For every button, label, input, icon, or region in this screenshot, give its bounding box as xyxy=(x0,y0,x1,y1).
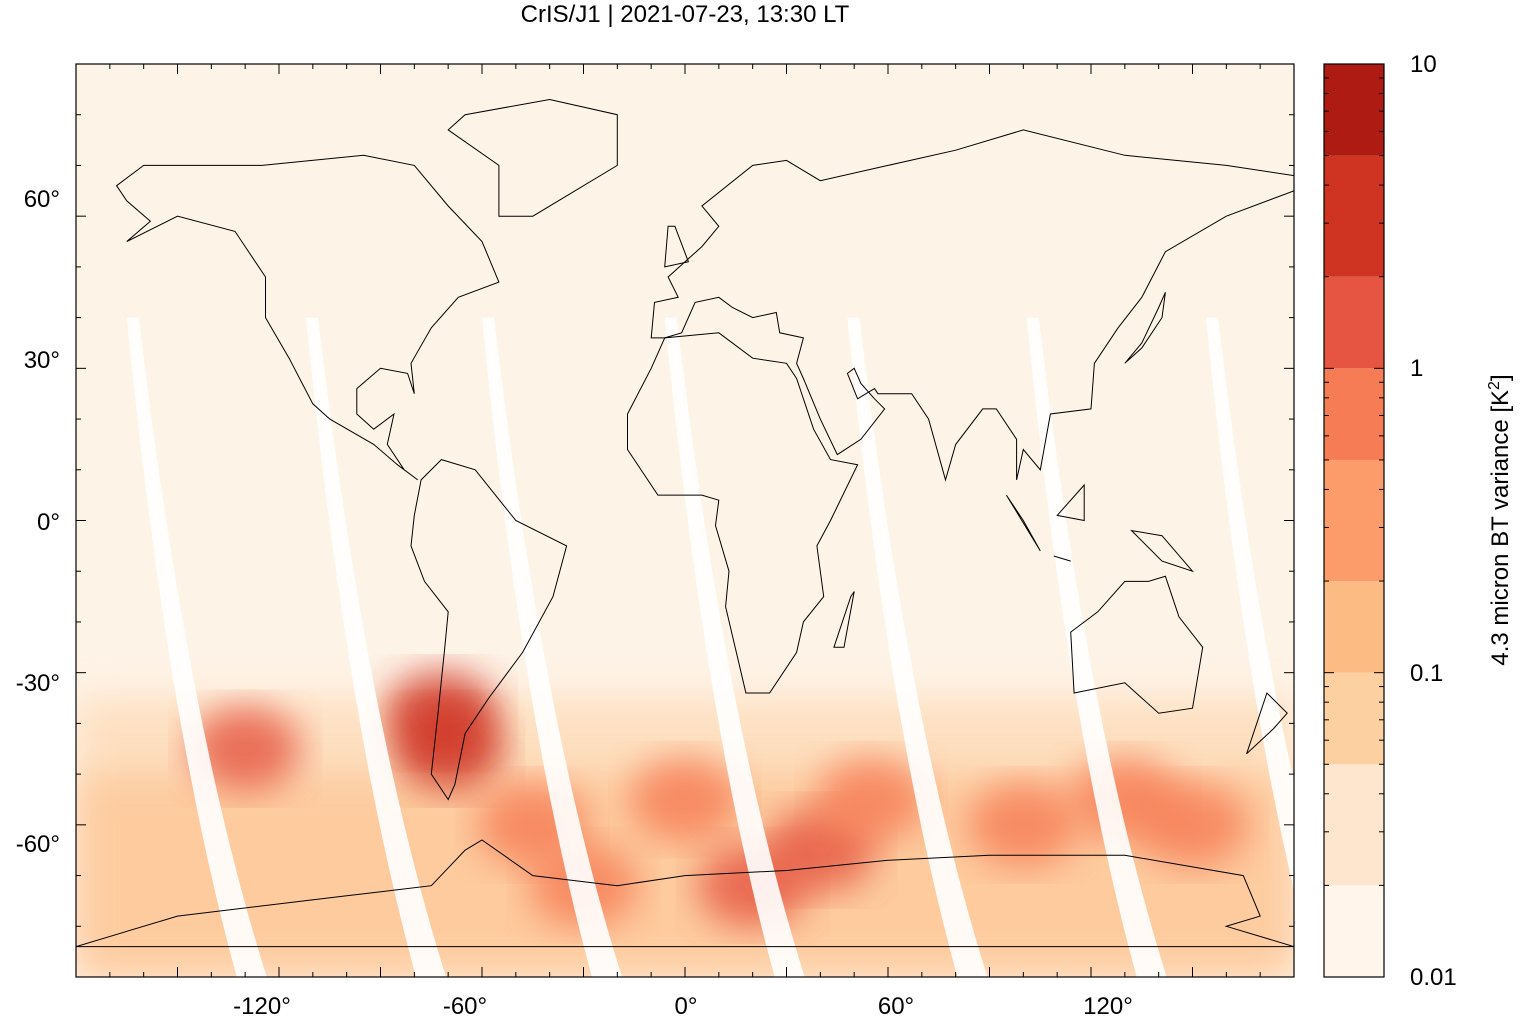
coastline xyxy=(627,332,859,694)
swath-gap xyxy=(482,317,622,977)
coastline xyxy=(1130,529,1195,573)
swath-gap xyxy=(1206,317,1294,891)
colorbar-band xyxy=(1324,764,1384,886)
swath-gap xyxy=(306,317,447,977)
coastline xyxy=(664,225,690,268)
coastline xyxy=(1053,555,1071,562)
hotspot xyxy=(968,782,1079,867)
colorbar-tick-label: 1 xyxy=(1410,355,1423,382)
y-tick-label: 30° xyxy=(24,347,60,374)
colorbar-band xyxy=(1324,155,1384,277)
coastline xyxy=(1005,494,1041,552)
coastline xyxy=(410,459,568,801)
chart-title: CrIS/J1 | 2021-07-23, 13:30 LT xyxy=(521,1,850,28)
x-tick-label: 0° xyxy=(675,993,698,1020)
colorbar-label-suffix: ] xyxy=(1487,374,1514,381)
x-tick-label: 60° xyxy=(878,993,914,1020)
y-tick-label: -60° xyxy=(16,831,60,858)
y-axis: 60° 30° 0° -30° -60° xyxy=(16,186,60,858)
coastline xyxy=(650,129,1294,482)
colorbar-band xyxy=(1324,459,1384,582)
colorbar-tick-label: 0.01 xyxy=(1410,964,1457,991)
hotspot xyxy=(386,671,497,756)
x-tick-label: -120° xyxy=(233,993,291,1020)
colorbar-bands xyxy=(1324,64,1384,977)
coastline xyxy=(1070,575,1204,714)
colorbar-tick-label: 0.1 xyxy=(1410,660,1443,687)
swath-gap xyxy=(664,317,805,977)
coastline xyxy=(1246,692,1288,755)
colorbar-band xyxy=(1324,64,1384,156)
hotspot xyxy=(1137,782,1248,867)
colorbar-band xyxy=(1324,672,1384,765)
y-tick-label: -30° xyxy=(16,670,60,697)
swath-gap xyxy=(1026,317,1167,977)
colorbar-band xyxy=(1324,885,1384,977)
x-tick-label: -60° xyxy=(443,993,487,1020)
coastline xyxy=(833,591,855,648)
hotspot xyxy=(816,757,927,842)
coastlines xyxy=(76,98,1294,948)
y-tick-label: 0° xyxy=(37,509,60,536)
coastline xyxy=(1056,483,1085,522)
colorbar-ticks xyxy=(1324,63,1384,978)
x-axis: -120° -60° 0° 60° 120° xyxy=(233,993,1133,1020)
x-tick-label: 120° xyxy=(1083,993,1133,1020)
colorbar-label: 4.3 micron BT variance [K2] xyxy=(1486,374,1514,665)
coastline xyxy=(1124,292,1166,364)
colorbar-frame xyxy=(1323,63,1385,978)
colorbar-label-main: 4.3 micron BT variance [K xyxy=(1487,390,1514,666)
colorbar-band xyxy=(1324,276,1384,369)
coastline xyxy=(115,154,500,481)
y-tick-label: 60° xyxy=(24,186,60,213)
colorbar-tick-label: 10 xyxy=(1410,51,1437,78)
colorbar-band xyxy=(1324,368,1384,460)
colorbar-label-superscript: 2 xyxy=(1486,381,1503,390)
hotspot xyxy=(190,706,301,791)
swath-gap xyxy=(126,317,267,977)
axis-ticks xyxy=(75,63,1295,978)
coastline xyxy=(76,839,1294,948)
colorbar: 10 1 0.1 0.01 4.3 micron BT variance [K2… xyxy=(1323,51,1514,991)
map-plot-area xyxy=(75,63,1295,978)
hotspot xyxy=(630,757,740,842)
coastline xyxy=(447,98,618,217)
colorbar-band xyxy=(1324,581,1384,673)
